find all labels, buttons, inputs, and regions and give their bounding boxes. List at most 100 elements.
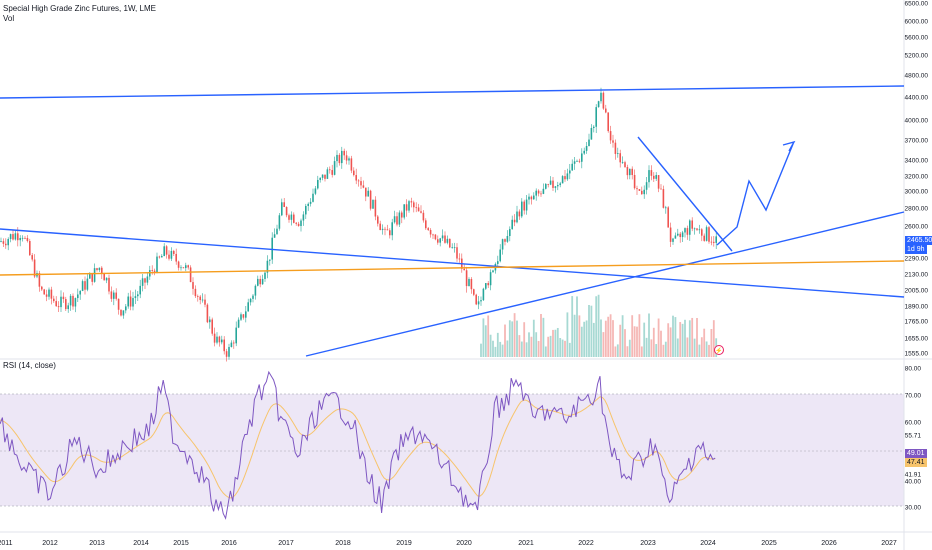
candle-body — [240, 314, 242, 320]
volume-bar — [580, 326, 583, 357]
candle-body — [643, 189, 645, 195]
candle-body — [348, 158, 350, 161]
candle-body — [45, 294, 48, 297]
candle-body — [19, 237, 21, 241]
volume-bar — [518, 335, 521, 357]
volume-bar — [631, 315, 634, 357]
candle-body — [420, 211, 422, 213]
candle-body — [0, 241, 2, 242]
price-tick-label: 3000.00 — [905, 189, 929, 196]
volume-bar — [705, 341, 708, 357]
candle-body — [499, 249, 501, 262]
candle-body — [614, 142, 617, 154]
candle-body — [153, 270, 156, 273]
candle-body — [684, 228, 686, 233]
candle-body — [372, 199, 374, 209]
candle-body — [295, 222, 297, 224]
candle-body — [386, 229, 389, 231]
candle-body — [67, 305, 69, 310]
candle-body — [677, 233, 679, 236]
candle-body — [276, 228, 278, 235]
candle-body — [521, 201, 523, 217]
candle-body — [297, 223, 300, 227]
volume-bar — [688, 320, 691, 357]
volume-bar — [621, 315, 624, 357]
candle-body — [146, 276, 149, 283]
candle-body — [38, 273, 41, 287]
projection-path[interactable] — [716, 143, 794, 246]
candle-body — [537, 190, 540, 194]
candle-body — [24, 237, 26, 239]
candle-body — [242, 314, 245, 318]
candle-body — [329, 169, 331, 171]
candle-body — [432, 234, 434, 236]
volume-bar — [542, 317, 545, 357]
volume-bar — [590, 305, 593, 357]
candle-body — [290, 214, 293, 220]
volume-bar — [480, 343, 482, 357]
candle-body — [115, 292, 117, 299]
price-tick-label: 1655.00 — [905, 336, 929, 343]
candle-body — [583, 150, 585, 154]
descending-trendline[interactable] — [0, 228, 905, 298]
volume-bar — [508, 320, 511, 357]
price-tick-label: 3700.00 — [905, 138, 929, 145]
candle-body — [307, 203, 309, 206]
candle-body — [314, 188, 317, 194]
volume-bar — [643, 322, 646, 357]
candle-body — [2, 241, 5, 244]
candle-body — [441, 235, 444, 239]
volume-bar — [537, 340, 540, 357]
volume-bar — [578, 315, 581, 357]
price-tick-label: 4000.00 — [905, 118, 929, 125]
price-axis[interactable]: 6500.00 6000.00 5600.00 5200.00 4800.00 4400.… — [905, 1, 929, 358]
candle-body — [170, 250, 173, 259]
time-tick-label: 2012 — [42, 540, 58, 547]
volume-bars — [480, 294, 718, 357]
drawings[interactable] — [0, 85, 905, 357]
candle-body — [422, 212, 425, 221]
resistance-trendline[interactable] — [0, 85, 905, 99]
candle-body — [410, 201, 413, 203]
candle-body — [710, 241, 713, 243]
candle-body — [249, 298, 252, 303]
volume-bar — [549, 335, 552, 357]
candle-body — [686, 228, 689, 235]
candle-body — [650, 170, 653, 176]
candle-body — [108, 277, 110, 292]
candle-body — [338, 154, 341, 164]
candle-body — [468, 279, 470, 287]
rsi-tick-label: 60.00 — [905, 420, 922, 427]
candle-body — [413, 202, 415, 208]
wedge-trendline[interactable] — [637, 136, 733, 252]
volume-bar — [667, 323, 670, 357]
candle-body — [374, 199, 377, 217]
candle-body — [657, 175, 660, 189]
candle-body — [465, 270, 468, 287]
candle-body — [693, 228, 696, 230]
candle-body — [576, 160, 578, 162]
price-tick-label: 5200.00 — [905, 53, 929, 60]
volume-bar — [506, 340, 509, 357]
time-axis[interactable]: 2011 2012 2013 2014 2015 2016 2017 2018 2019 2020… — [0, 540, 897, 547]
volume-bar — [530, 336, 533, 357]
candle-body — [377, 216, 379, 224]
volume-bar — [501, 344, 504, 357]
ascending-trendline[interactable] — [305, 211, 905, 357]
time-tick-label: 2017 — [278, 540, 294, 547]
rsi-label: RSI (14, close) — [3, 361, 56, 370]
candle-body — [55, 301, 57, 307]
candle-body — [626, 166, 629, 176]
time-tick-label: 2018 — [335, 540, 351, 547]
candle-body — [144, 278, 146, 283]
volume-bar — [482, 318, 485, 357]
candle-body — [624, 162, 626, 167]
support-line[interactable] — [0, 260, 905, 276]
candle-body — [161, 256, 163, 258]
candle-body — [595, 107, 597, 127]
candle-body — [5, 243, 7, 246]
candle-body — [225, 351, 228, 357]
lightning-icon[interactable] — [714, 345, 724, 355]
